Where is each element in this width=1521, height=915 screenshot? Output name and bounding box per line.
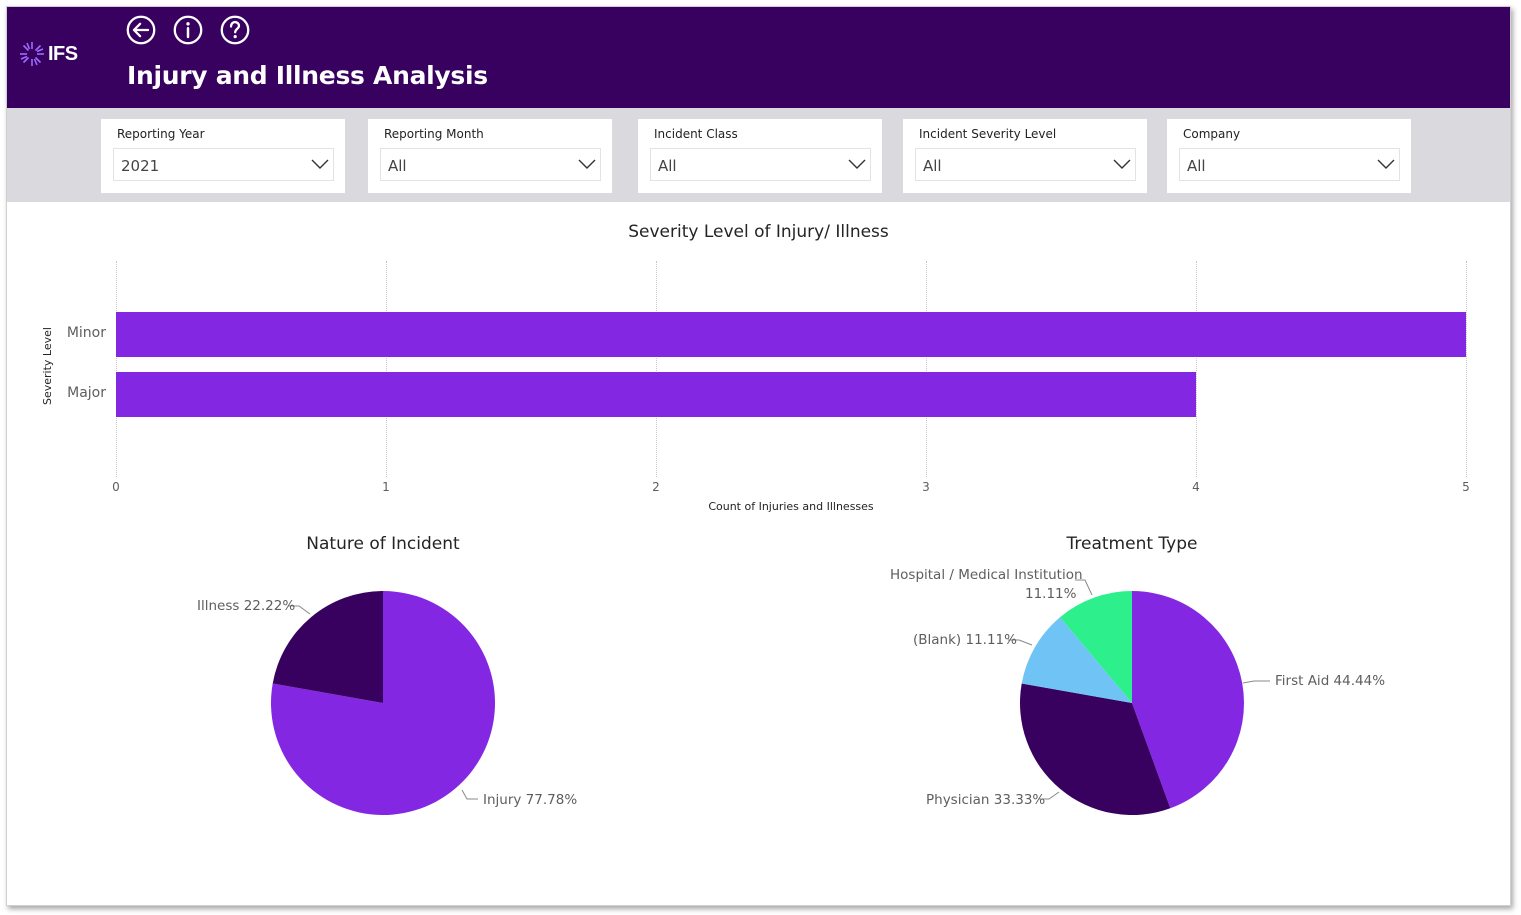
y-category-label: Major [67, 385, 106, 401]
chevron-down-icon [848, 159, 866, 169]
logo-text: IFS [48, 43, 78, 65]
x-tick-label: 4 [1192, 480, 1200, 494]
pie1-svg [271, 591, 496, 816]
pie-label-physician: Physician 33.33% [926, 792, 1046, 808]
chevron-down-icon [578, 159, 596, 169]
slicer-label: Reporting Year [117, 127, 205, 141]
leader-line [288, 605, 311, 615]
company-dropdown[interactable]: All [1179, 148, 1400, 181]
x-tick-label: 3 [922, 480, 930, 494]
help-icon[interactable] [220, 15, 250, 45]
back-icon[interactable] [126, 15, 156, 45]
x-tick-label: 1 [382, 480, 390, 494]
slicer-reporting-month: Reporting Month All [368, 119, 612, 193]
pie-slice-physician[interactable] [1020, 683, 1171, 815]
page-title: Injury and Illness Analysis [127, 61, 488, 90]
chevron-down-icon [1113, 159, 1131, 169]
pie-label-injury: Injury 77.78% [483, 792, 578, 808]
ifs-logo-icon [20, 42, 44, 66]
pie-slice-first-aid[interactable] [1132, 591, 1244, 809]
slicer-value: All [388, 157, 407, 175]
pie-slice-hospital-medical-institution[interactable] [1060, 591, 1132, 703]
slicer-label: Incident Severity Level [919, 127, 1057, 141]
slicer-company: Company All [1167, 119, 1411, 193]
x-tick-label: 5 [1462, 480, 1470, 494]
slicer-label: Reporting Month [384, 127, 484, 141]
pie-slice-injury[interactable] [271, 591, 496, 816]
reporting-month-dropdown[interactable]: All [380, 148, 601, 181]
gridline [926, 261, 927, 477]
bar-chart-title: Severity Level of Injury/ Illness [628, 222, 889, 242]
pie2-title: Treatment Type [1066, 534, 1198, 554]
pie-label-first-aid: First Aid 44.44% [1275, 673, 1386, 689]
leader-line [1039, 791, 1060, 800]
header-bar: IFS Injury and Illness Analysis [7, 7, 1510, 108]
slicer-value: All [923, 157, 942, 175]
pie-label-illness: Illness 22.22% [197, 598, 296, 614]
slicer-label: Company [1183, 127, 1241, 141]
chevron-down-icon [311, 159, 329, 169]
bar-major[interactable] [116, 372, 1196, 417]
slicer-value: All [1187, 157, 1206, 175]
x-tick-label: 0 [112, 480, 120, 494]
info-icon[interactable] [173, 15, 203, 45]
reporting-year-dropdown[interactable]: 2021 [113, 148, 334, 181]
leader-line [1242, 680, 1270, 684]
slicer-incident-severity-level: Incident Severity Level All [903, 119, 1147, 193]
pie-label-blank: (Blank) 11.11% [913, 632, 1017, 648]
pie-slice-illness[interactable] [272, 591, 383, 703]
chevron-down-icon [1377, 159, 1395, 169]
leader-line [1075, 579, 1093, 596]
gridline [386, 261, 387, 477]
pie1-title: Nature of Incident [306, 534, 460, 554]
leader-line [461, 789, 478, 800]
pie2-svg [1008, 579, 1270, 815]
x-tick-label: 2 [652, 480, 660, 494]
gridline [116, 261, 117, 477]
incident-class-dropdown[interactable]: All [650, 148, 871, 181]
pie-label-hospital-pct: 11.11% [1025, 586, 1077, 602]
slicer-label: Incident Class [654, 127, 738, 141]
filter-bar: Reporting Year 2021 Reporting Month All … [7, 108, 1510, 202]
report-page: IFS Injury and Illness Analysis Reportin… [6, 6, 1511, 906]
ifs-logo: IFS [18, 40, 98, 74]
gridline [1466, 261, 1467, 477]
pie-label-hospital: Hospital / Medical Institution [890, 567, 1083, 583]
bar-minor[interactable] [116, 312, 1466, 357]
slicer-value: All [658, 157, 677, 175]
leader-line [1008, 639, 1033, 646]
x-axis-title: Count of Injuries and Illnesses [708, 500, 874, 513]
pie-slice-blank[interactable] [1021, 617, 1132, 703]
gridline [656, 261, 657, 477]
slicer-incident-class: Incident Class All [638, 119, 882, 193]
gridline [1196, 261, 1197, 477]
y-category-label: Minor [66, 325, 106, 341]
slicer-reporting-year: Reporting Year 2021 [101, 119, 345, 193]
slicer-value: 2021 [121, 157, 160, 175]
incident-severity-level-dropdown[interactable]: All [915, 148, 1136, 181]
